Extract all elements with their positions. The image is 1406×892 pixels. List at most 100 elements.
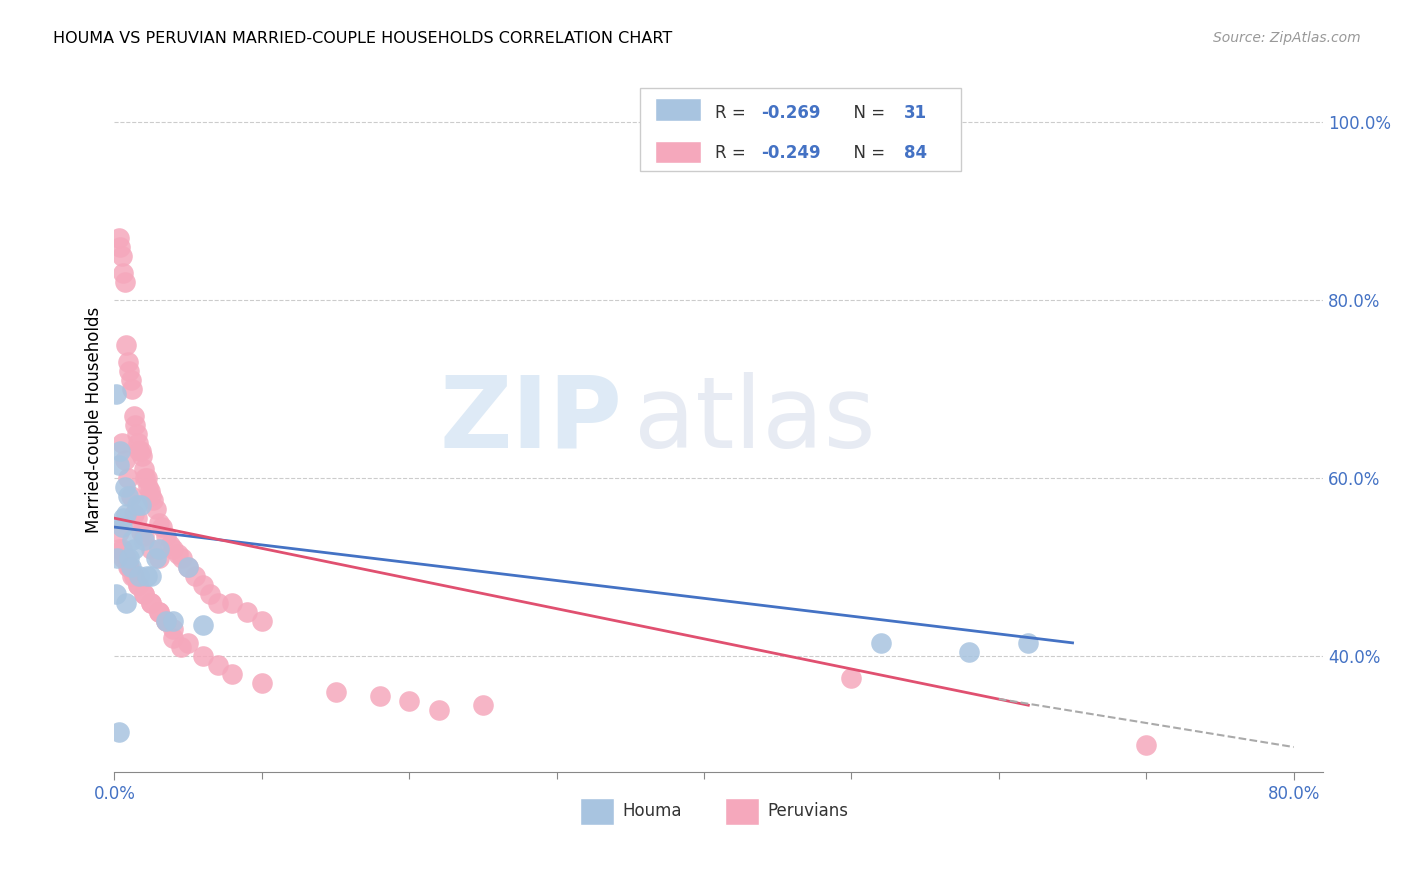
Point	[135, 471, 157, 485]
Point	[162, 614, 184, 628]
Point	[128, 569, 150, 583]
Point	[108, 725, 131, 739]
Point	[177, 560, 200, 574]
Text: R =: R =	[716, 145, 751, 162]
Point	[207, 596, 229, 610]
Point	[118, 560, 141, 574]
Point	[127, 435, 149, 450]
Point	[132, 462, 155, 476]
Point	[177, 560, 200, 574]
Point	[870, 636, 893, 650]
Point	[114, 480, 136, 494]
Point	[325, 685, 347, 699]
Point	[122, 569, 145, 583]
Point	[841, 672, 863, 686]
Point	[108, 542, 131, 557]
Point	[111, 520, 134, 534]
Point	[427, 703, 450, 717]
Text: -0.249: -0.249	[761, 145, 821, 162]
Point	[184, 569, 207, 583]
Point	[104, 386, 127, 401]
Text: N =: N =	[844, 145, 890, 162]
Point	[105, 551, 128, 566]
Point	[114, 453, 136, 467]
Point	[129, 498, 152, 512]
Point	[221, 667, 243, 681]
Text: 31: 31	[904, 104, 927, 122]
Text: HOUMA VS PERUVIAN MARRIED-COUPLE HOUSEHOLDS CORRELATION CHART: HOUMA VS PERUVIAN MARRIED-COUPLE HOUSEHO…	[53, 31, 672, 46]
Point	[117, 489, 139, 503]
Point	[207, 658, 229, 673]
Point	[221, 596, 243, 610]
Point	[120, 489, 142, 503]
Point	[104, 587, 127, 601]
Point	[110, 239, 132, 253]
Point	[108, 524, 131, 539]
Point	[141, 596, 163, 610]
Point	[141, 542, 163, 557]
Point	[191, 578, 214, 592]
Point	[162, 542, 184, 557]
Point	[120, 373, 142, 387]
Point	[135, 569, 157, 583]
Point	[115, 337, 138, 351]
Point	[118, 551, 141, 566]
Point	[141, 596, 163, 610]
Point	[162, 632, 184, 646]
Point	[141, 569, 163, 583]
Point	[117, 355, 139, 369]
Point	[124, 417, 146, 432]
Point	[122, 507, 145, 521]
Point	[112, 266, 135, 280]
Bar	[579, 798, 613, 825]
Point	[111, 542, 134, 557]
Text: 84: 84	[904, 145, 927, 162]
Point	[191, 649, 214, 664]
Point	[250, 676, 273, 690]
Point	[127, 578, 149, 592]
Point	[114, 275, 136, 289]
Point	[155, 614, 177, 628]
Point	[155, 529, 177, 543]
Text: R =: R =	[716, 104, 751, 122]
Point	[142, 493, 165, 508]
Point	[250, 614, 273, 628]
Point	[145, 551, 167, 566]
Point	[115, 596, 138, 610]
Point	[129, 524, 152, 539]
Point	[398, 694, 420, 708]
Point	[115, 507, 138, 521]
Point	[1017, 636, 1039, 650]
Point	[132, 533, 155, 548]
Point	[112, 551, 135, 566]
Point	[108, 230, 131, 244]
Text: ZIP: ZIP	[439, 372, 621, 468]
Point	[122, 542, 145, 557]
Point	[145, 502, 167, 516]
Bar	[655, 141, 700, 163]
Point	[128, 444, 150, 458]
Point	[172, 551, 194, 566]
Text: N =: N =	[844, 104, 890, 122]
Text: atlas: atlas	[634, 372, 876, 468]
Point	[110, 444, 132, 458]
Point	[159, 538, 181, 552]
Point	[125, 426, 148, 441]
Point	[148, 516, 170, 530]
Point	[471, 698, 494, 713]
Point	[191, 618, 214, 632]
Point	[117, 560, 139, 574]
Point	[148, 605, 170, 619]
Text: Source: ZipAtlas.com: Source: ZipAtlas.com	[1213, 31, 1361, 45]
Point	[108, 458, 131, 472]
Point	[139, 484, 162, 499]
Point	[132, 587, 155, 601]
Point	[177, 636, 200, 650]
Point	[122, 409, 145, 423]
Point	[1135, 738, 1157, 752]
Point	[162, 623, 184, 637]
Point	[957, 645, 980, 659]
Point	[131, 449, 153, 463]
Point	[120, 560, 142, 574]
Point	[125, 511, 148, 525]
